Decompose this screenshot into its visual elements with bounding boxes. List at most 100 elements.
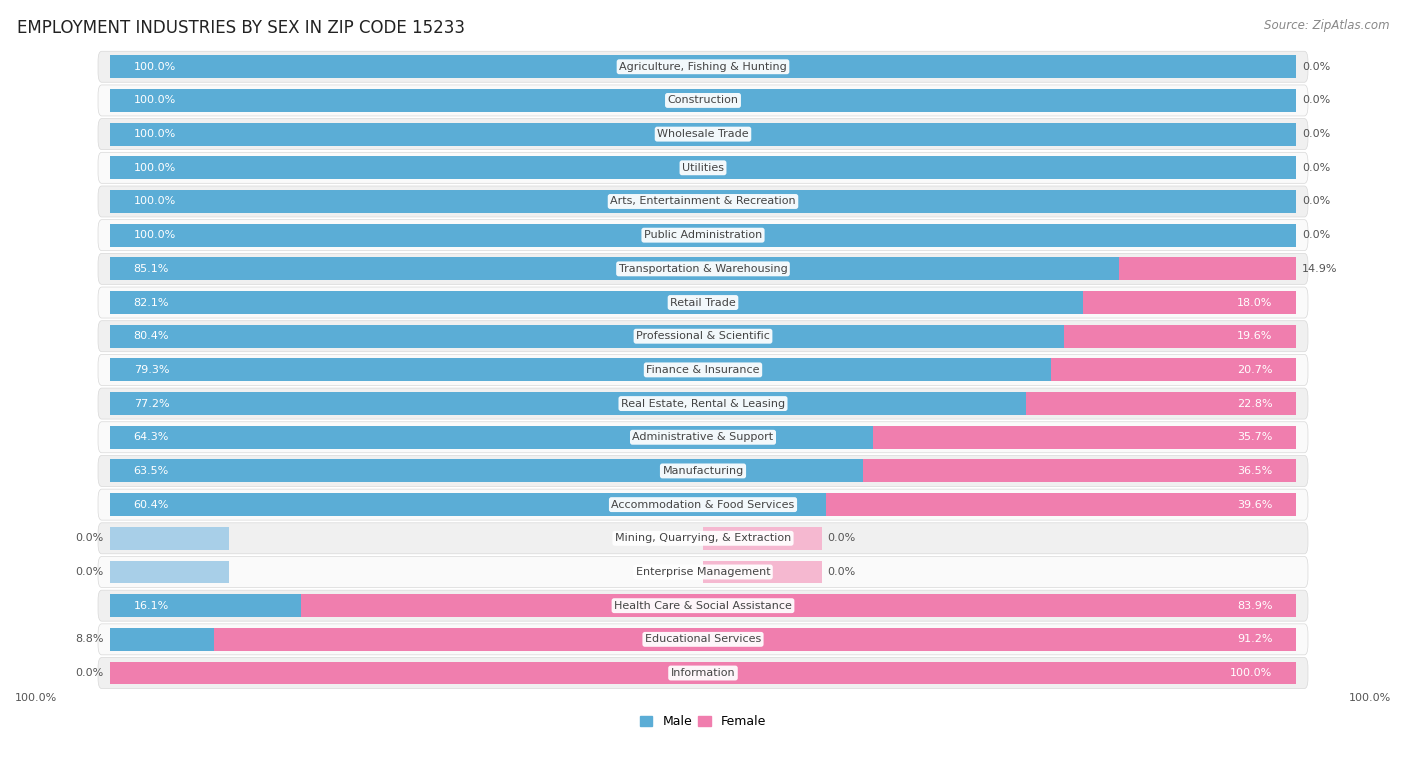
Text: 19.6%: 19.6% <box>1237 331 1272 341</box>
Text: 100.0%: 100.0% <box>134 62 176 71</box>
Bar <box>1025 392 1296 415</box>
Text: 100.0%: 100.0% <box>1230 668 1272 678</box>
FancyBboxPatch shape <box>98 152 1308 183</box>
FancyBboxPatch shape <box>98 220 1308 251</box>
Text: Arts, Entertainment & Recreation: Arts, Entertainment & Recreation <box>610 196 796 206</box>
Text: 100.0%: 100.0% <box>134 163 176 173</box>
Text: Manufacturing: Manufacturing <box>662 466 744 476</box>
Text: Enterprise Management: Enterprise Management <box>636 567 770 577</box>
Text: Real Estate, Rental & Leasing: Real Estate, Rental & Leasing <box>621 399 785 409</box>
Text: 0.0%: 0.0% <box>1302 95 1330 106</box>
Text: 83.9%: 83.9% <box>1237 601 1272 611</box>
Text: 0.0%: 0.0% <box>1302 196 1330 206</box>
Text: 0.0%: 0.0% <box>1302 163 1330 173</box>
Bar <box>214 628 1296 651</box>
Text: Health Care & Social Assistance: Health Care & Social Assistance <box>614 601 792 611</box>
Text: Educational Services: Educational Services <box>645 634 761 644</box>
Bar <box>110 662 1296 684</box>
Text: 0.0%: 0.0% <box>76 567 104 577</box>
FancyBboxPatch shape <box>98 422 1308 452</box>
Text: Transportation & Warehousing: Transportation & Warehousing <box>619 264 787 274</box>
Text: Utilities: Utilities <box>682 163 724 173</box>
Text: 39.6%: 39.6% <box>1237 500 1272 510</box>
Text: 14.9%: 14.9% <box>1302 264 1337 274</box>
Text: 0.0%: 0.0% <box>1302 129 1330 139</box>
FancyBboxPatch shape <box>98 51 1308 82</box>
Bar <box>1063 325 1296 348</box>
Text: Professional & Scientific: Professional & Scientific <box>636 331 770 341</box>
Text: 77.2%: 77.2% <box>134 399 169 409</box>
Text: Information: Information <box>671 668 735 678</box>
Text: 0.0%: 0.0% <box>828 567 856 577</box>
FancyBboxPatch shape <box>98 556 1308 587</box>
Text: 0.0%: 0.0% <box>1302 62 1330 71</box>
Text: Construction: Construction <box>668 95 738 106</box>
Text: 80.4%: 80.4% <box>134 331 169 341</box>
Bar <box>827 494 1296 516</box>
FancyBboxPatch shape <box>98 489 1308 520</box>
Text: 79.3%: 79.3% <box>134 365 169 375</box>
Text: Retail Trade: Retail Trade <box>671 297 735 307</box>
Text: 35.7%: 35.7% <box>1237 432 1272 442</box>
FancyBboxPatch shape <box>98 85 1308 116</box>
Text: 0.0%: 0.0% <box>76 668 104 678</box>
Text: Wholesale Trade: Wholesale Trade <box>657 129 749 139</box>
Bar <box>110 89 1296 112</box>
FancyBboxPatch shape <box>98 523 1308 554</box>
Text: Source: ZipAtlas.com: Source: ZipAtlas.com <box>1264 19 1389 33</box>
Text: 36.5%: 36.5% <box>1237 466 1272 476</box>
Bar <box>110 560 229 584</box>
Bar <box>110 359 1050 381</box>
FancyBboxPatch shape <box>98 320 1308 352</box>
Text: 82.1%: 82.1% <box>134 297 169 307</box>
FancyBboxPatch shape <box>98 591 1308 621</box>
Text: Agriculture, Fishing & Hunting: Agriculture, Fishing & Hunting <box>619 62 787 71</box>
Text: 0.0%: 0.0% <box>1302 230 1330 240</box>
Bar <box>110 459 863 483</box>
Text: 100.0%: 100.0% <box>134 196 176 206</box>
FancyBboxPatch shape <box>98 388 1308 419</box>
Text: 18.0%: 18.0% <box>1237 297 1272 307</box>
Bar <box>1050 359 1296 381</box>
Text: Accommodation & Food Services: Accommodation & Food Services <box>612 500 794 510</box>
Text: 85.1%: 85.1% <box>134 264 169 274</box>
Bar <box>873 426 1296 449</box>
FancyBboxPatch shape <box>98 624 1308 655</box>
FancyBboxPatch shape <box>98 657 1308 688</box>
FancyBboxPatch shape <box>98 287 1308 318</box>
Text: 0.0%: 0.0% <box>828 533 856 543</box>
Bar <box>110 258 1119 280</box>
Bar <box>703 560 821 584</box>
Text: 60.4%: 60.4% <box>134 500 169 510</box>
Bar <box>110 527 229 549</box>
Text: 100.0%: 100.0% <box>1348 693 1391 703</box>
Text: 20.7%: 20.7% <box>1237 365 1272 375</box>
Bar <box>301 594 1296 617</box>
Text: 100.0%: 100.0% <box>134 230 176 240</box>
Text: 8.8%: 8.8% <box>76 634 104 644</box>
Bar <box>863 459 1296 483</box>
FancyBboxPatch shape <box>98 355 1308 386</box>
Bar <box>110 123 1296 146</box>
FancyBboxPatch shape <box>98 253 1308 284</box>
Text: 0.0%: 0.0% <box>76 533 104 543</box>
Text: Public Administration: Public Administration <box>644 230 762 240</box>
Bar <box>110 392 1025 415</box>
Text: Administrative & Support: Administrative & Support <box>633 432 773 442</box>
Legend: Male, Female: Male, Female <box>636 710 770 733</box>
Text: 100.0%: 100.0% <box>15 693 58 703</box>
Text: 63.5%: 63.5% <box>134 466 169 476</box>
Text: 22.8%: 22.8% <box>1237 399 1272 409</box>
Bar <box>110 594 301 617</box>
Bar <box>110 55 1296 78</box>
Bar <box>110 494 827 516</box>
Bar <box>110 291 1084 314</box>
Bar <box>110 426 873 449</box>
Bar <box>110 223 1296 247</box>
Bar <box>1119 258 1296 280</box>
Text: 100.0%: 100.0% <box>134 95 176 106</box>
Bar <box>703 527 821 549</box>
Text: 64.3%: 64.3% <box>134 432 169 442</box>
FancyBboxPatch shape <box>98 456 1308 487</box>
Bar <box>110 325 1063 348</box>
